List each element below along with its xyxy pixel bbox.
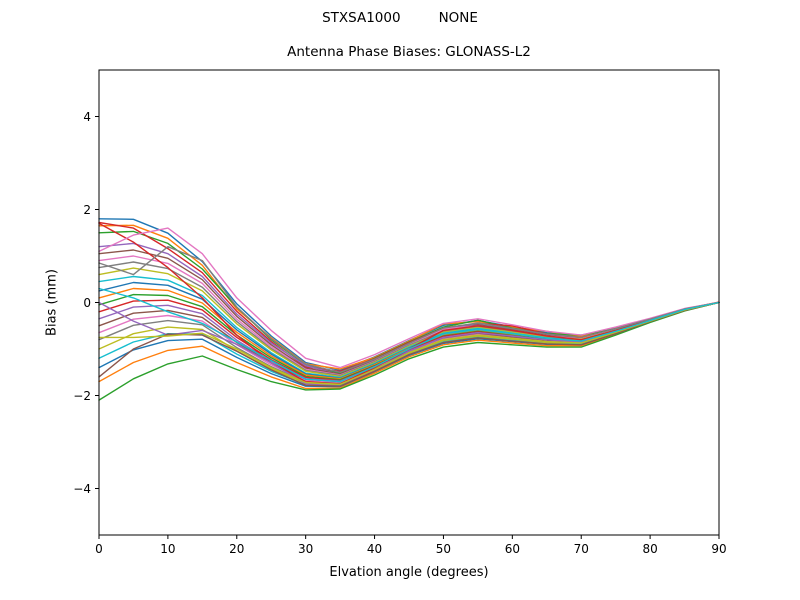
x-tick-label: 70 <box>574 542 589 556</box>
figure-suptitle: STXSA1000 NONE <box>0 10 800 26</box>
suptitle-antenna: NONE <box>438 10 478 26</box>
series-line <box>98 245 720 373</box>
x-tick-label: 20 <box>229 542 244 556</box>
x-tick-label: 0 <box>95 542 103 556</box>
x-tick-label: 10 <box>160 542 175 556</box>
y-tick-label: −4 <box>73 482 91 496</box>
axes-title: Antenna Phase Biases: GLONASS-L2 <box>287 44 531 60</box>
y-tick-label: 0 <box>83 296 91 310</box>
x-tick-label: 80 <box>642 542 657 556</box>
series-line <box>98 301 720 385</box>
series-line <box>98 227 720 369</box>
x-tick-label: 60 <box>505 542 520 556</box>
x-tick-label: 30 <box>298 542 313 556</box>
suptitle-station: STXSA1000 <box>322 10 401 26</box>
x-tick-label: 50 <box>436 542 451 556</box>
y-tick-label: −2 <box>73 389 91 403</box>
y-axis-label: Bias (mm) <box>44 269 60 336</box>
plot-border <box>98 69 720 536</box>
series-line <box>98 267 720 378</box>
x-tick-label: 40 <box>367 542 382 556</box>
x-axis-label: Elvation angle (degrees) <box>329 565 489 580</box>
y-tick-label: 4 <box>83 110 91 124</box>
x-tick-label: 90 <box>711 542 726 556</box>
y-tick-label: 2 <box>83 203 91 217</box>
series-line <box>98 301 720 387</box>
series-line <box>98 287 720 383</box>
series-line <box>98 301 720 401</box>
